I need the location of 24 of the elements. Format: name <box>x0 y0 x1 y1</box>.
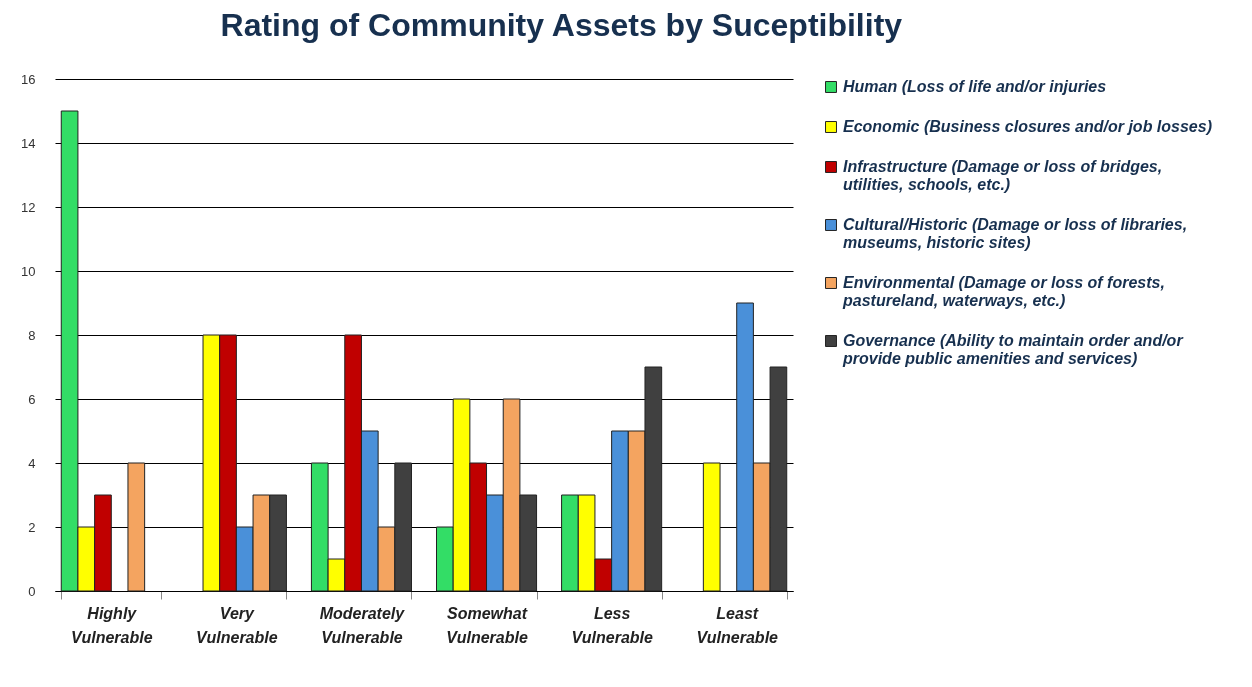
x-tick-label: Least Vulnerable <box>696 604 779 646</box>
legend-label: Human (Loss of life and/or injuries <box>843 78 1107 95</box>
chart-title: Rating of Community Assets by Suceptibility <box>220 7 903 43</box>
y-tick-label: 4 <box>28 455 36 471</box>
y-tick-label: 16 <box>21 71 36 87</box>
bar <box>127 462 146 592</box>
legend-label: Infrastructure (Damage or loss of bridges, utilities, schools, etc.) <box>843 158 1163 193</box>
x-tick-label: Highly Vulnerable <box>71 604 153 646</box>
y-tick-label: 10 <box>21 263 36 279</box>
y-tick-label: 2 <box>28 519 36 535</box>
bar <box>702 462 721 592</box>
legend-label: Governance (Ability to maintain order and/or provide public amenities and services) <box>842 332 1184 367</box>
x-tick-label: Very Vulnerable <box>196 604 278 646</box>
legend-label: Environmental (Damage or loss of forests, pastureland, waterways, etc.) <box>842 274 1165 309</box>
y-tick-label: 6 <box>28 391 36 407</box>
x-tick-label: Moderately Vulnerable <box>319 604 406 646</box>
legend-label: Cultural/Historic (Damage or loss of libraries, museums, historic sites) <box>843 216 1188 251</box>
legend-label: Economic (Business closures and/or job losses) <box>843 118 1212 135</box>
x-tick-label: Somewhat Vulnerable <box>446 604 528 646</box>
y-tick-label: 8 <box>28 327 36 343</box>
y-tick-label: 0 <box>28 583 36 599</box>
x-tick-label: Less Vulnerable <box>571 604 653 646</box>
y-tick-label: 14 <box>21 135 36 151</box>
y-tick-label: 12 <box>21 199 36 215</box>
